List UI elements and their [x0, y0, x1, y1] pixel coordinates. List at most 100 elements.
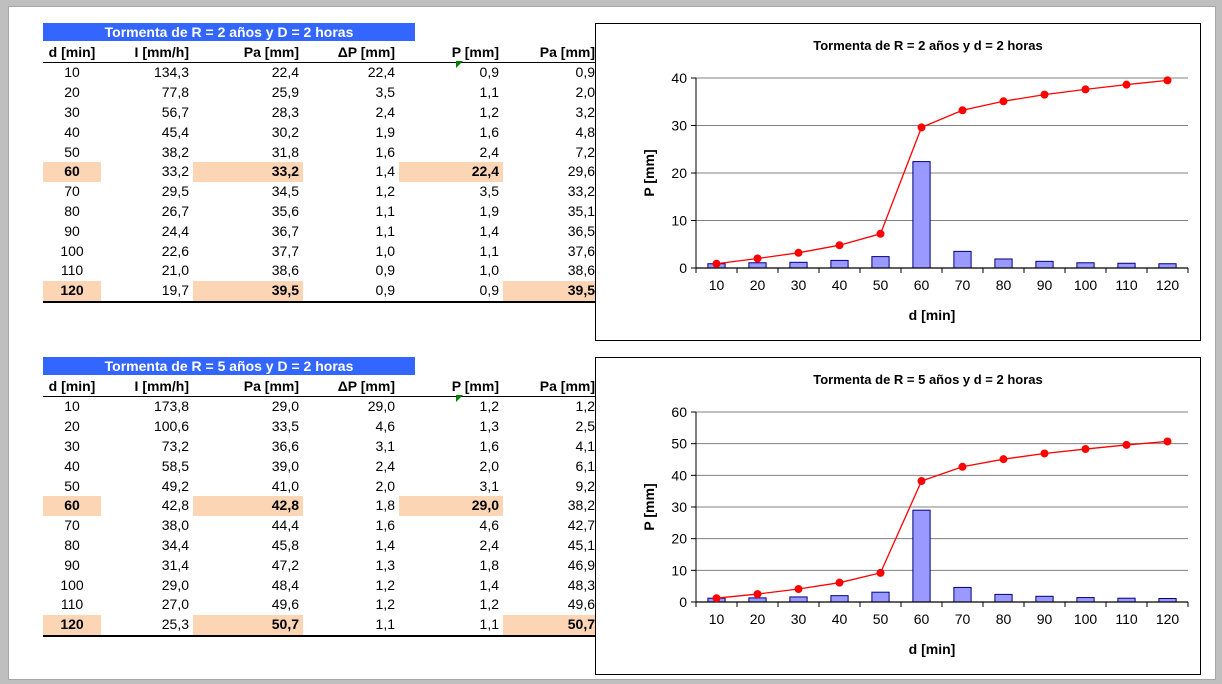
table-cell[interactable]: 3,1: [375, 437, 395, 454]
table-cell[interactable]: 25,9: [271, 84, 299, 101]
table-cell[interactable]: 1,1: [399, 614, 503, 637]
table-cell[interactable]: 1,1: [375, 222, 395, 239]
table-cell[interactable]: 56,7: [161, 103, 189, 120]
table-cell[interactable]: 39,5: [193, 280, 303, 303]
table-cell[interactable]: 1,4: [375, 536, 395, 553]
table-cell[interactable]: 58,5: [161, 457, 189, 474]
table-cell[interactable]: 42,8: [161, 497, 189, 514]
table-cell[interactable]: 20: [64, 418, 80, 435]
table-cell[interactable]: 27,0: [161, 596, 189, 613]
table-cell[interactable]: 1,3: [375, 556, 395, 573]
table-cell[interactable]: 100: [60, 242, 84, 259]
table-cell[interactable]: 4,6: [375, 418, 395, 435]
table-cell[interactable]: 0,9: [575, 64, 595, 81]
table-cell[interactable]: 1,2: [375, 183, 395, 200]
table-cell[interactable]: 49,6: [271, 596, 299, 613]
chart-r5[interactable]: Tormenta de R = 5 años y d = 2 horas 0 10 2…: [595, 357, 1201, 675]
table-cell[interactable]: 1,6: [375, 143, 395, 160]
table-cell[interactable]: 50,7: [193, 614, 303, 637]
table-cell[interactable]: 1,9: [479, 202, 499, 219]
table-cell[interactable]: 46,9: [567, 556, 595, 573]
table-cell[interactable]: 110: [60, 262, 84, 279]
table-cell[interactable]: 3,5: [375, 84, 395, 101]
table-cell[interactable]: 31,8: [271, 143, 299, 160]
table-cell[interactable]: 90: [64, 556, 80, 573]
table-cell[interactable]: 2,4: [479, 536, 499, 553]
table-cell[interactable]: 36,7: [271, 222, 299, 239]
table-cell[interactable]: 38,0: [161, 517, 189, 534]
table-cell[interactable]: 40: [64, 457, 80, 474]
table-cell[interactable]: 10: [64, 64, 80, 81]
table-cell[interactable]: 39,0: [271, 457, 299, 474]
table-cell[interactable]: 31,4: [161, 556, 189, 573]
table-cell[interactable]: 33,5: [271, 418, 299, 435]
table-cell[interactable]: 0,9: [375, 262, 395, 279]
table-cell[interactable]: 35,1: [567, 202, 595, 219]
table-cell[interactable]: 26,7: [161, 202, 189, 219]
table-cell[interactable]: 1,4: [479, 576, 499, 593]
table-cell[interactable]: 80: [64, 536, 80, 553]
table-cell[interactable]: 60: [43, 495, 101, 516]
table-cell[interactable]: 24,4: [161, 222, 189, 239]
table-cell[interactable]: 22,4: [399, 161, 503, 182]
table-cell[interactable]: 29,6: [567, 163, 595, 180]
table-cell[interactable]: 1,1: [479, 84, 499, 101]
table-cell[interactable]: 28,3: [271, 103, 299, 120]
table-cell[interactable]: 1,1: [479, 242, 499, 259]
table-cell[interactable]: 30: [64, 437, 80, 454]
table-cell[interactable]: 173,8: [153, 398, 189, 415]
table-cell[interactable]: 1,6: [375, 517, 395, 534]
table-cell[interactable]: 42,8: [193, 495, 303, 516]
table-cell[interactable]: 100: [60, 576, 84, 593]
table-cell[interactable]: 30: [64, 103, 80, 120]
table-cell[interactable]: 1,2: [479, 103, 499, 120]
table-cell[interactable]: 42,7: [567, 517, 595, 534]
table-cell[interactable]: 45,4: [161, 123, 189, 140]
table-cell[interactable]: 29,0: [161, 576, 189, 593]
table-cell[interactable]: 0,9: [303, 280, 399, 303]
table-cell[interactable]: 1,8: [375, 497, 395, 514]
table-cell[interactable]: 70: [64, 517, 80, 534]
table-cell[interactable]: 7,2: [575, 143, 595, 160]
table-cell[interactable]: 4,8: [575, 123, 595, 140]
table-cell[interactable]: 38,2: [161, 143, 189, 160]
table-cell[interactable]: 1,6: [479, 123, 499, 140]
table-cell[interactable]: 48,3: [567, 576, 595, 593]
table-cell[interactable]: 29,0: [399, 495, 503, 516]
table-cell[interactable]: 100,6: [153, 418, 189, 435]
table-cell[interactable]: 1,3: [479, 418, 499, 435]
table-cell[interactable]: 49,6: [567, 596, 595, 613]
table-cell[interactable]: 1,2: [479, 596, 499, 613]
table-cell[interactable]: 2,0: [575, 84, 595, 101]
table-cell[interactable]: 9,2: [575, 477, 595, 494]
table-cell[interactable]: 120: [43, 614, 101, 637]
table-cell[interactable]: 35,6: [271, 202, 299, 219]
table-cell[interactable]: 1,4: [375, 163, 395, 180]
table-cell[interactable]: 1,1: [375, 202, 395, 219]
table-cell[interactable]: 21,0: [161, 262, 189, 279]
table-cell[interactable]: 2,4: [479, 143, 499, 160]
chart-r2[interactable]: Tormenta de R = 2 años y d = 2 horas 0 10 2…: [595, 23, 1201, 341]
table-cell[interactable]: 1,2: [375, 576, 395, 593]
table-cell[interactable]: 36,5: [567, 222, 595, 239]
table-cell[interactable]: 2,0: [375, 477, 395, 494]
table-cell[interactable]: 2,5: [575, 418, 595, 435]
table-cell[interactable]: 120: [43, 280, 101, 303]
table-cell[interactable]: 37,7: [271, 242, 299, 259]
table-cell[interactable]: 22,4: [271, 64, 299, 81]
table-cell[interactable]: 30,2: [271, 123, 299, 140]
table-cell[interactable]: 2,4: [375, 457, 395, 474]
table-cell[interactable]: 33,2: [193, 161, 303, 182]
table-cell[interactable]: 19,7: [101, 280, 193, 303]
table-cell[interactable]: 1,1: [303, 614, 399, 637]
table-cell[interactable]: 1,6: [479, 437, 499, 454]
table-cell[interactable]: 20: [64, 84, 80, 101]
table-cell[interactable]: 10: [64, 398, 80, 415]
table-cell[interactable]: 37,6: [567, 242, 595, 259]
table-cell[interactable]: 29,0: [367, 398, 395, 415]
table-cell[interactable]: 38,6: [271, 262, 299, 279]
table-cell[interactable]: 48,4: [271, 576, 299, 593]
table-cell[interactable]: 60: [43, 161, 101, 182]
table-cell[interactable]: 3,1: [479, 477, 499, 494]
table-cell[interactable]: 45,8: [271, 536, 299, 553]
